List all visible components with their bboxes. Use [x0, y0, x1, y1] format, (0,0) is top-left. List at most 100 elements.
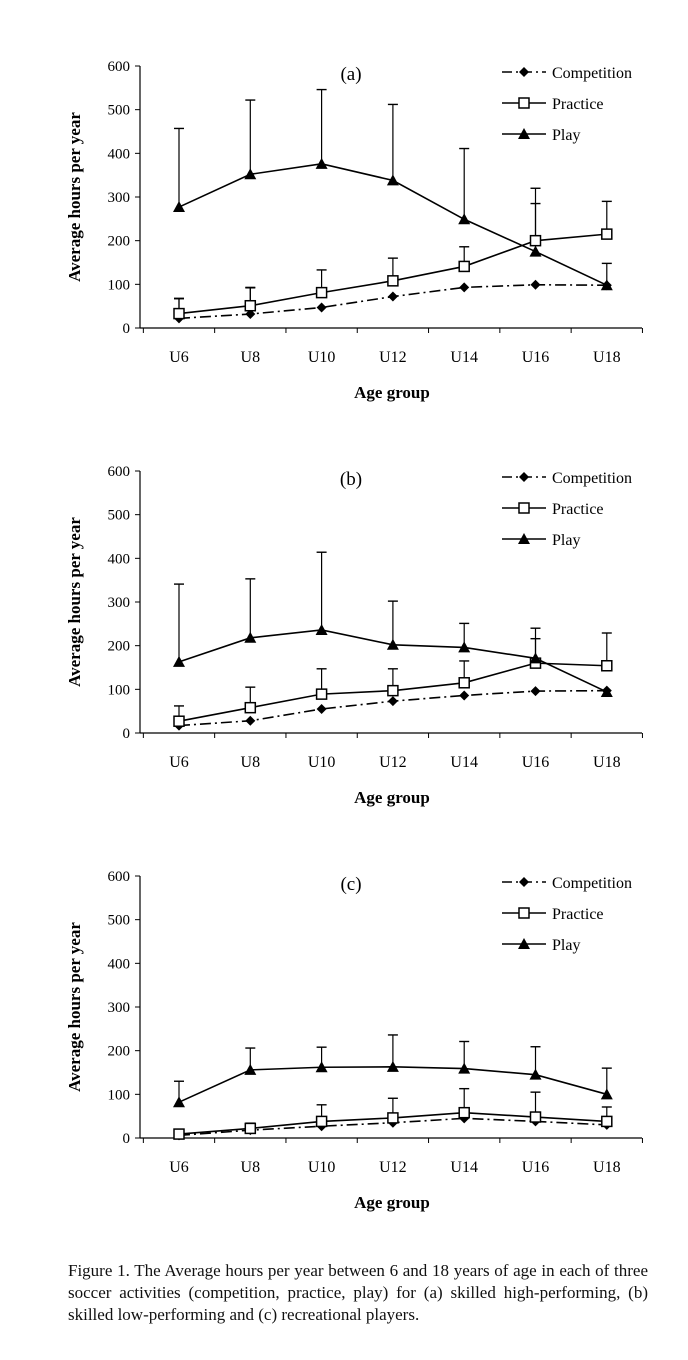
chart-panel-a: 0 100 200 300 400 500 600 U6 U8 U10 U12 U14 U16 U18 Ag…	[0, 50, 688, 450]
data-point-play	[173, 201, 185, 213]
y-tick-label: 300	[108, 1000, 131, 1016]
data-point-practice	[529, 1111, 542, 1123]
legend-label: Play	[552, 937, 580, 954]
data-point-practice	[244, 299, 257, 312]
data-point-competition	[245, 309, 256, 320]
data-point-practice	[387, 1112, 399, 1124]
x-tick-label: U10	[308, 754, 336, 771]
x-axis-title: Age group	[354, 1193, 430, 1212]
data-point-play	[458, 213, 471, 225]
figure-caption: Figure 1. The Average hours per year bet…	[68, 1261, 648, 1324]
y-tick-label: 400	[108, 146, 131, 162]
data-point-practice	[458, 260, 470, 273]
data-point-play	[386, 1060, 399, 1072]
y-axis-title: Average hours per year	[65, 922, 84, 1092]
legend-marker	[519, 877, 529, 887]
x-tick-label: U10	[308, 349, 336, 366]
data-point-competition	[459, 282, 470, 293]
data-point-practice	[173, 1128, 185, 1140]
x-tick-label: U10	[308, 1159, 336, 1176]
data-point-play	[600, 685, 613, 697]
data-point-practice	[458, 1106, 470, 1119]
x-tick-label: U12	[379, 754, 407, 771]
legend-label: Competition	[552, 875, 632, 892]
legend-label: Competition	[552, 470, 632, 487]
data-point-play	[529, 1068, 542, 1080]
x-tick-label: U18	[593, 754, 621, 771]
y-tick-label: 600	[108, 464, 131, 480]
y-tick-label: 600	[108, 869, 131, 885]
data-point-play	[244, 631, 257, 643]
x-tick-label: U8	[241, 754, 261, 771]
legend-marker	[518, 502, 530, 514]
data-point-competition	[530, 686, 541, 697]
data-point-practice	[173, 715, 185, 727]
data-point-play	[173, 1096, 185, 1108]
y-tick-label: 100	[108, 277, 131, 293]
panel-title: (c)	[340, 874, 361, 895]
data-point-practice	[244, 1122, 257, 1135]
x-tick-label: U16	[522, 1159, 550, 1176]
y-tick-label: 600	[108, 59, 131, 75]
x-tick-label: U12	[379, 349, 407, 366]
x-tick-label: U16	[522, 754, 550, 771]
legend-marker	[518, 938, 530, 949]
x-tick-label: U18	[593, 349, 621, 366]
legend-label: Practice	[552, 96, 604, 113]
data-point-practice	[315, 1115, 328, 1128]
legend-label: Play	[552, 532, 580, 549]
y-tick-label: 500	[108, 913, 131, 929]
data-point-practice	[244, 701, 257, 714]
legend-label: Practice	[552, 501, 604, 518]
x-tick-label: U8	[241, 1159, 261, 1176]
legend-marker	[518, 97, 530, 109]
panel-title: (a)	[340, 64, 361, 85]
data-point-practice	[387, 275, 399, 287]
x-tick-label: U16	[522, 349, 550, 366]
legend-marker	[518, 907, 530, 919]
data-point-practice	[529, 234, 542, 247]
data-point-competition	[316, 703, 327, 714]
data-point-play	[529, 652, 542, 664]
y-tick-label: 300	[108, 190, 131, 206]
x-tick-label: U6	[169, 1159, 189, 1176]
chart-b-svg: 0 100 200 300 400 500 600 U6 U8 U10 U12 U14 U16 U18 Ag…	[65, 464, 643, 807]
x-axis-title: Age group	[354, 383, 430, 402]
data-point-play	[173, 655, 185, 667]
y-tick-label: 0	[123, 1131, 131, 1147]
series-line-competition	[178, 283, 607, 320]
x-tick-label: U14	[450, 349, 478, 366]
data-point-play	[315, 157, 328, 169]
data-point-practice	[601, 228, 613, 240]
data-point-practice	[601, 1115, 613, 1128]
data-point-competition	[459, 690, 470, 701]
y-tick-label: 300	[108, 595, 131, 611]
y-tick-label: 500	[108, 508, 131, 524]
data-point-play	[244, 168, 257, 180]
data-point-practice	[387, 684, 399, 697]
x-tick-label: U14	[450, 1159, 478, 1176]
data-point-play	[600, 279, 613, 291]
data-point-play	[600, 1088, 613, 1100]
y-tick-label: 100	[108, 1087, 131, 1103]
data-point-play	[458, 641, 471, 653]
data-point-competition	[387, 696, 398, 707]
x-tick-label: U6	[169, 754, 189, 771]
x-axis-title: Age group	[354, 788, 430, 807]
chart-c-svg: 0 100 200 300 400 500 600 U6 U8 U10 U12 U14 U16 U18 Ag…	[65, 869, 643, 1212]
y-tick-label: 400	[108, 956, 131, 972]
data-point-play	[458, 1062, 471, 1074]
chart-panel-c: 0 100 200 300 400 500 600 U6 U8 U10 U12 U14 U16 U18 Ag…	[0, 860, 688, 1260]
x-tick-label: U8	[241, 349, 261, 366]
y-tick-label: 400	[108, 551, 131, 567]
data-point-play	[529, 245, 542, 257]
y-tick-label: 500	[108, 103, 131, 119]
y-tick-label: 0	[123, 321, 131, 337]
data-point-play	[315, 623, 328, 635]
x-tick-label: U18	[593, 1159, 621, 1176]
panel-title: (b)	[340, 469, 362, 490]
data-point-play	[386, 174, 399, 186]
x-tick-label: U6	[169, 349, 189, 366]
legend-marker	[519, 67, 529, 77]
legend-marker	[518, 128, 530, 139]
